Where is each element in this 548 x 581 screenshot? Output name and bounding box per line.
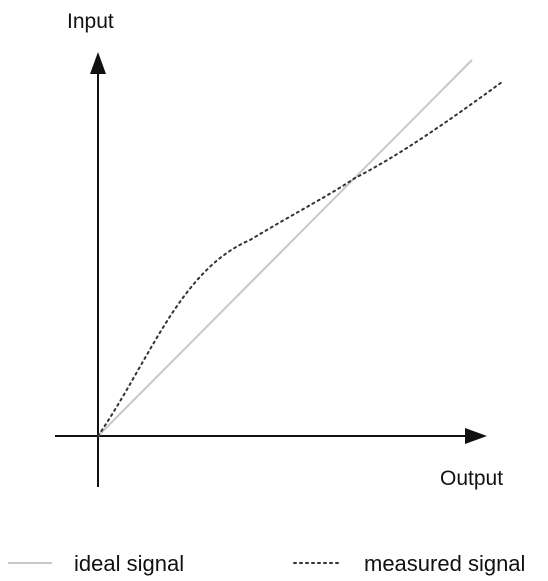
- x-axis-label: Output: [440, 467, 503, 490]
- y-axis-arrowhead: [90, 52, 106, 74]
- measured-signal-curve: [97, 81, 503, 437]
- y-axis-label: Input: [67, 10, 114, 33]
- ideal-signal-line: [97, 59, 473, 437]
- legend-ideal-label: ideal signal: [74, 551, 184, 576]
- x-axis-arrowhead: [465, 428, 487, 444]
- legend: ideal signal measured signal: [8, 551, 525, 576]
- legend-measured-label: measured signal: [364, 551, 525, 576]
